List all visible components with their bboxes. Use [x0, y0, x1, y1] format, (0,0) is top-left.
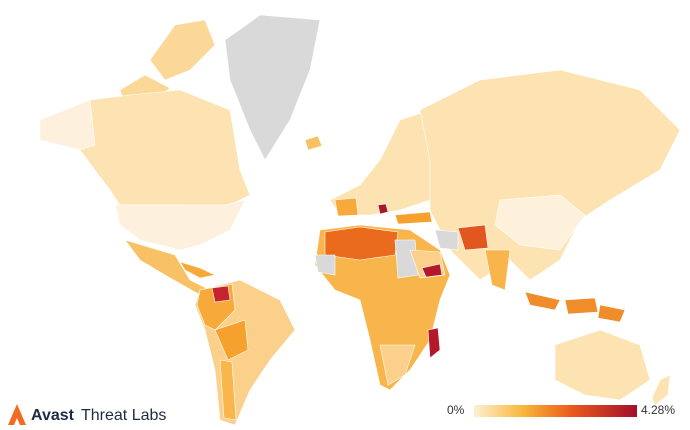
region	[597, 304, 626, 323]
region	[179, 261, 216, 279]
region	[114, 199, 246, 251]
legend-max: 4.28%	[641, 403, 675, 417]
region	[219, 359, 237, 421]
world-map	[39, 14, 681, 426]
region	[394, 211, 433, 225]
region	[524, 291, 561, 311]
region	[379, 344, 416, 386]
region	[394, 239, 419, 279]
brand: Avast Threat Labs	[8, 404, 166, 425]
region	[651, 374, 671, 406]
legend-scale	[474, 405, 637, 417]
region	[324, 226, 399, 261]
region	[457, 224, 489, 251]
region	[314, 254, 336, 276]
legend: 0% 4.28%	[447, 403, 675, 417]
region	[304, 135, 323, 151]
legend-min: 0%	[447, 403, 465, 417]
region	[564, 297, 599, 315]
brand-name: Avast	[31, 407, 75, 424]
region	[224, 14, 321, 161]
region	[214, 319, 249, 361]
brand-product: Threat Labs	[81, 407, 166, 424]
region	[39, 99, 96, 151]
region	[149, 19, 216, 81]
region	[434, 229, 459, 251]
region	[334, 197, 359, 217]
region	[554, 329, 651, 401]
region	[421, 263, 443, 278]
region	[427, 327, 441, 359]
region	[211, 285, 231, 303]
region	[484, 249, 511, 291]
region	[377, 203, 389, 215]
region	[494, 194, 586, 251]
logo-icon	[8, 404, 26, 425]
